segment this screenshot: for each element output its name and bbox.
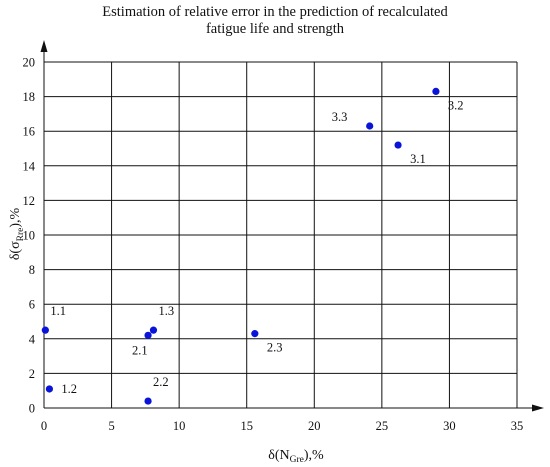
- y-tick-label: 0: [29, 402, 35, 416]
- chart-title-line-1: Estimation of relative error in the pred…: [102, 4, 448, 20]
- grid: [44, 61, 518, 408]
- point-label: 2.1: [132, 343, 148, 357]
- x-axis-label: δ(NGre),%: [268, 448, 324, 465]
- x-tick-label: 20: [308, 419, 321, 433]
- point-label: 1.2: [61, 382, 77, 396]
- point-label: 2.3: [267, 341, 283, 355]
- x-tick-label: 5: [108, 419, 114, 433]
- data-points: [41, 87, 440, 405]
- y-tick-label: 8: [29, 263, 35, 277]
- x-tick-label: 25: [376, 419, 389, 433]
- y-tick-label: 12: [23, 194, 36, 208]
- y-tick-label: 4: [29, 332, 36, 346]
- y-tick-label: 2: [29, 367, 35, 381]
- point-label: 1.3: [158, 304, 174, 318]
- point-labels: 1.1 1.2 1.3 2.1 2.2 2.3 3.3 3.1 3.2: [50, 98, 463, 396]
- data-point: [144, 331, 152, 339]
- y-tick-label: 6: [29, 298, 35, 312]
- point-label: 3.2: [448, 98, 464, 112]
- x-tick-labels: 0 5 10 15 20 25 30 35: [41, 419, 523, 433]
- data-point: [41, 326, 49, 334]
- x-tick-label: 0: [41, 419, 47, 433]
- point-label: 1.1: [50, 304, 66, 318]
- y-tick-labels: 0 2 4 6 8 10 12 14 16 18 20: [23, 56, 36, 416]
- x-tick-label: 35: [511, 419, 524, 433]
- data-point: [149, 326, 158, 334]
- y-tick-label: 16: [23, 125, 36, 139]
- axes: [40, 40, 544, 412]
- y-tick-label: 18: [23, 90, 36, 104]
- y-axis-arrow: [40, 40, 48, 52]
- y-axis-label: δ(σRre),%: [8, 207, 26, 260]
- data-point: [394, 141, 402, 149]
- chart-title: Estimation of relative error in the pred…: [0, 4, 550, 38]
- data-point: [45, 385, 54, 393]
- y-tick-label: 14: [23, 159, 36, 173]
- x-tick-label: 30: [443, 419, 456, 433]
- point-label: 3.1: [410, 152, 426, 166]
- chart-title-line-2: fatigue life and strength: [205, 21, 345, 37]
- data-point: [432, 87, 440, 96]
- point-label: 3.3: [332, 110, 348, 124]
- data-point: [251, 330, 259, 338]
- data-point: [366, 122, 374, 130]
- data-point: [144, 397, 152, 405]
- point-label: 2.2: [153, 375, 169, 389]
- x-axis-arrow: [532, 404, 544, 412]
- y-tick-label: 10: [23, 229, 36, 243]
- x-tick-label: 10: [173, 419, 186, 433]
- y-tick-label: 20: [23, 56, 36, 70]
- x-tick-label: 15: [240, 419, 253, 433]
